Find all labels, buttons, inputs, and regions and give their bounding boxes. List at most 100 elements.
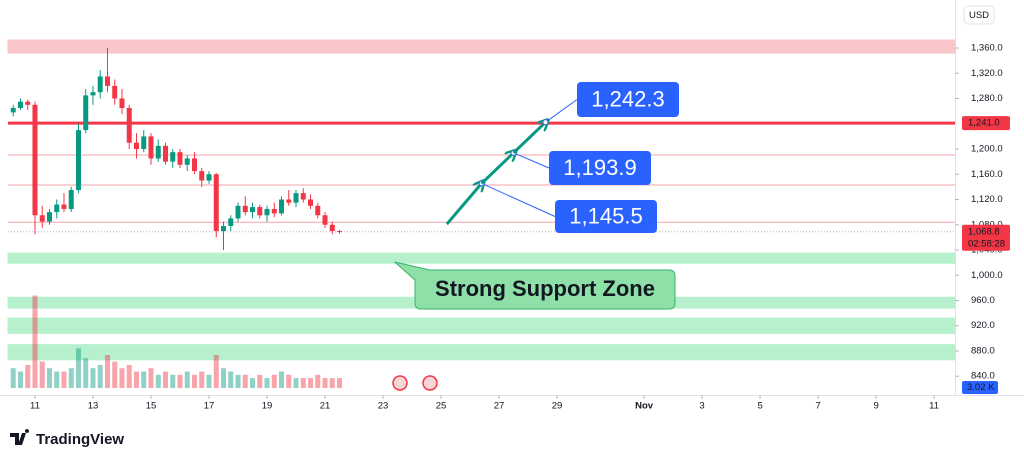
volume-bar [75, 348, 81, 388]
volume-bar [199, 371, 205, 388]
candle-body [126, 107, 132, 143]
y-tick-label: 1,360.0 [971, 43, 1003, 54]
event-icons[interactable] [392, 375, 438, 391]
candle-body [191, 158, 197, 172]
candle-body [300, 193, 306, 200]
candle-body [329, 224, 335, 232]
price-tag-label: 1,068.8 [968, 226, 1000, 237]
brand: TradingView [36, 431, 124, 448]
x-tick-label: 9 [873, 401, 878, 412]
target-arrow [480, 153, 514, 185]
candle-body [104, 76, 110, 86]
callout-box [577, 82, 679, 117]
candle-body [184, 158, 190, 165]
volume-bar [68, 368, 74, 388]
x-tick-label: 13 [88, 401, 99, 412]
callout-connector [481, 182, 556, 217]
candle-body [17, 101, 23, 108]
candle-body [155, 145, 161, 159]
candle-body [250, 207, 256, 213]
x-tick-label: 5 [757, 401, 762, 412]
volume-bar [308, 378, 314, 388]
target-arrow [445, 183, 482, 226]
zone [7, 39, 956, 54]
logo: TradingView [10, 429, 124, 448]
volume-bar [177, 374, 183, 388]
candle-body [25, 101, 31, 105]
callout-connector [513, 152, 550, 169]
candle-body [119, 98, 125, 108]
candle-body [242, 205, 248, 213]
x-tick-label: 27 [494, 401, 505, 412]
candle-body [75, 130, 81, 191]
candle-body [61, 204, 67, 209]
candle-body [286, 199, 292, 203]
zone [7, 344, 956, 361]
target-point [542, 119, 549, 126]
candle-body [293, 193, 299, 203]
candle-body [279, 199, 285, 214]
event-flag[interactable] [422, 375, 438, 391]
support-label: Strong Support Zone [435, 276, 655, 301]
y-tick-label: 920.0 [971, 320, 995, 331]
target-arrow [512, 122, 546, 154]
x-tick-label: 11 [929, 401, 939, 412]
x-tick-label: 23 [378, 401, 389, 412]
callout-label: 1,193.9 [563, 155, 636, 180]
currency: USD [969, 10, 989, 21]
volume-bar [112, 361, 118, 388]
candle-body [322, 215, 328, 225]
annotations: 1,145.5 1,193.9 1,242.3 Strong Support Zone [394, 82, 679, 310]
volume-bar [250, 378, 256, 388]
candle-body [264, 208, 270, 216]
event-flag[interactable] [392, 375, 408, 391]
countdown: 02:58:28 [968, 238, 1005, 249]
volume-bar [162, 371, 168, 388]
volume-bar [104, 355, 110, 388]
candle-body [133, 142, 139, 150]
candle-body [170, 152, 176, 162]
candle-body [177, 152, 183, 165]
zone [7, 317, 956, 334]
candle-body [32, 104, 38, 216]
volume-bar [329, 378, 335, 388]
candles [10, 48, 343, 250]
volume-bar [206, 374, 212, 388]
volume [10, 295, 343, 388]
y-tick-label: 880.0 [971, 345, 995, 356]
volume-bar [97, 364, 103, 388]
volume-bar [235, 374, 241, 388]
y-tick-label: 1,160.0 [971, 169, 1003, 180]
candle-body [271, 208, 277, 214]
volume-bar [213, 355, 219, 388]
candle-body [83, 95, 89, 131]
volume-tag [962, 381, 998, 394]
y-tick-label: 1,120.0 [971, 194, 1003, 205]
volume-bar [264, 378, 270, 388]
volume-bar [191, 374, 197, 388]
candle-body [206, 174, 212, 181]
volume-bar [242, 374, 248, 388]
volume-bar [221, 368, 227, 388]
candle-body [97, 76, 103, 93]
volume-bar [32, 295, 38, 388]
candle-body [235, 205, 241, 219]
x-tick-label: 25 [436, 401, 447, 412]
zone [7, 252, 956, 264]
x-tick-label: 11 [30, 401, 40, 412]
volume-bar [46, 368, 52, 388]
candle-body [213, 174, 219, 232]
volume-bar [293, 378, 299, 388]
currency-box[interactable] [963, 5, 995, 25]
volume-bar [126, 364, 132, 388]
volume-bar [148, 368, 154, 388]
support-callout [394, 261, 676, 310]
level-tag-label: 1,241.0 [968, 118, 1000, 129]
volume-bar [271, 374, 277, 388]
y-tick-label: 840.0 [971, 371, 995, 382]
y-tick-label: 1,080.0 [971, 219, 1003, 230]
x-tick-label: 7 [815, 401, 820, 412]
price-tag [962, 224, 1010, 251]
